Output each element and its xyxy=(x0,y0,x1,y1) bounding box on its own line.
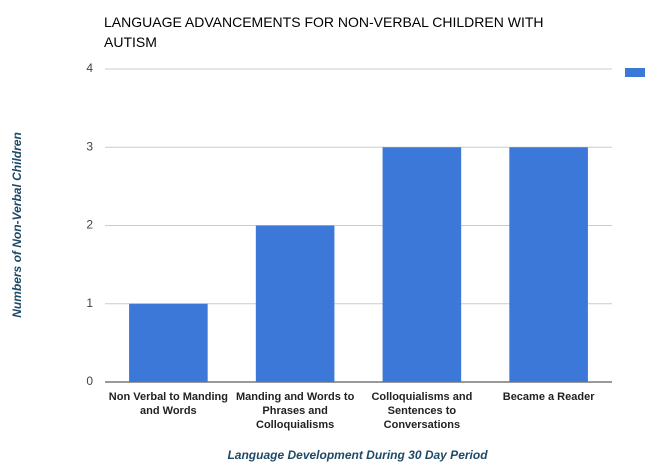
bar xyxy=(129,303,208,382)
x-tick-label: Became a Reader xyxy=(502,391,595,403)
x-tick-label: Manding and Words to Phrases and Colloqu… xyxy=(235,391,355,431)
y-tick-label: 2 xyxy=(86,218,93,232)
y-tick-label: 3 xyxy=(86,139,93,153)
chart-title: LANGUAGE ADVANCEMENTS FOR NON-VERBAL CHI… xyxy=(104,14,544,50)
x-tick-label: Non Verbal to Manding and Words xyxy=(108,391,228,417)
legend-swatch xyxy=(625,68,645,77)
x-axis-label: Language Development During 30 Day Perio… xyxy=(227,448,488,462)
y-tick-label: 0 xyxy=(86,374,93,388)
y-tick-label: 4 xyxy=(86,61,93,75)
bar xyxy=(255,225,335,382)
bar xyxy=(509,147,588,382)
y-axis-label: Numbers of Non-Verbal Children xyxy=(10,132,24,318)
bar xyxy=(382,147,462,382)
x-tick-label: Colloquialisms and Sentences to Conversa… xyxy=(371,391,473,431)
y-tick-label: 1 xyxy=(86,296,93,310)
